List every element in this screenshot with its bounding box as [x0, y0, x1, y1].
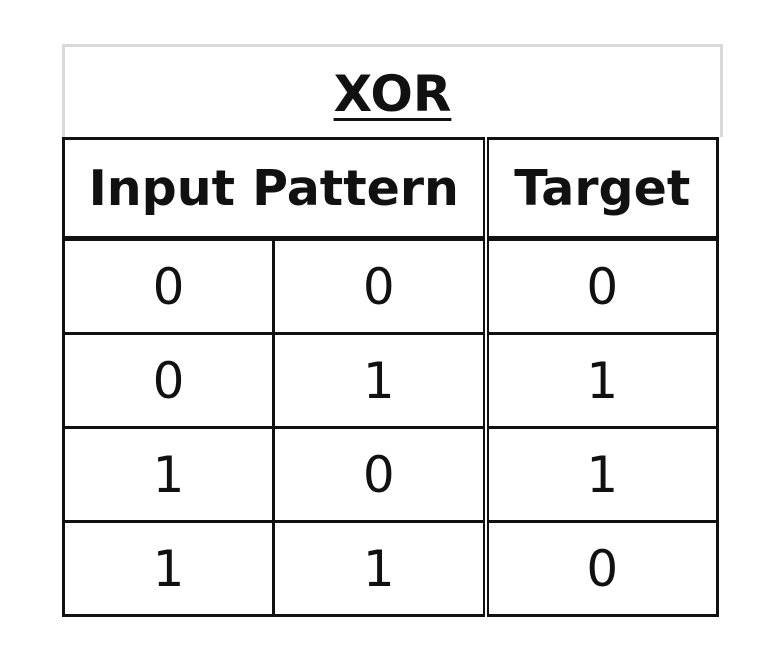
target-cell: 1 [482, 332, 719, 429]
input-a-cell: 1 [62, 426, 275, 523]
input-b-cell: 1 [272, 332, 489, 429]
table-row: 1 1 0 [62, 520, 719, 617]
input-b-cell: 0 [272, 426, 489, 523]
target-cell: 0 [482, 237, 719, 335]
table-row: 0 0 0 [62, 237, 719, 335]
header-target: Target [482, 137, 719, 241]
table-row: 1 0 1 [62, 426, 719, 523]
page-title-text: XOR [333, 65, 452, 123]
page-title: XOR [65, 63, 720, 125]
header-row: Input Pattern Target [62, 137, 719, 241]
input-a-cell: 1 [62, 520, 275, 617]
input-a-cell: 0 [62, 332, 275, 429]
table-row: 0 1 1 [62, 332, 719, 429]
target-cell: 0 [482, 520, 719, 617]
input-b-cell: 1 [272, 520, 489, 617]
title-box: XOR [62, 44, 723, 137]
target-cell: 1 [482, 426, 719, 523]
input-a-cell: 0 [62, 237, 275, 335]
input-b-cell: 0 [272, 237, 489, 335]
xor-truth-table: Input Pattern Target 0 0 0 0 1 1 1 0 1 1… [62, 137, 719, 617]
header-input-pattern: Input Pattern [62, 137, 489, 241]
